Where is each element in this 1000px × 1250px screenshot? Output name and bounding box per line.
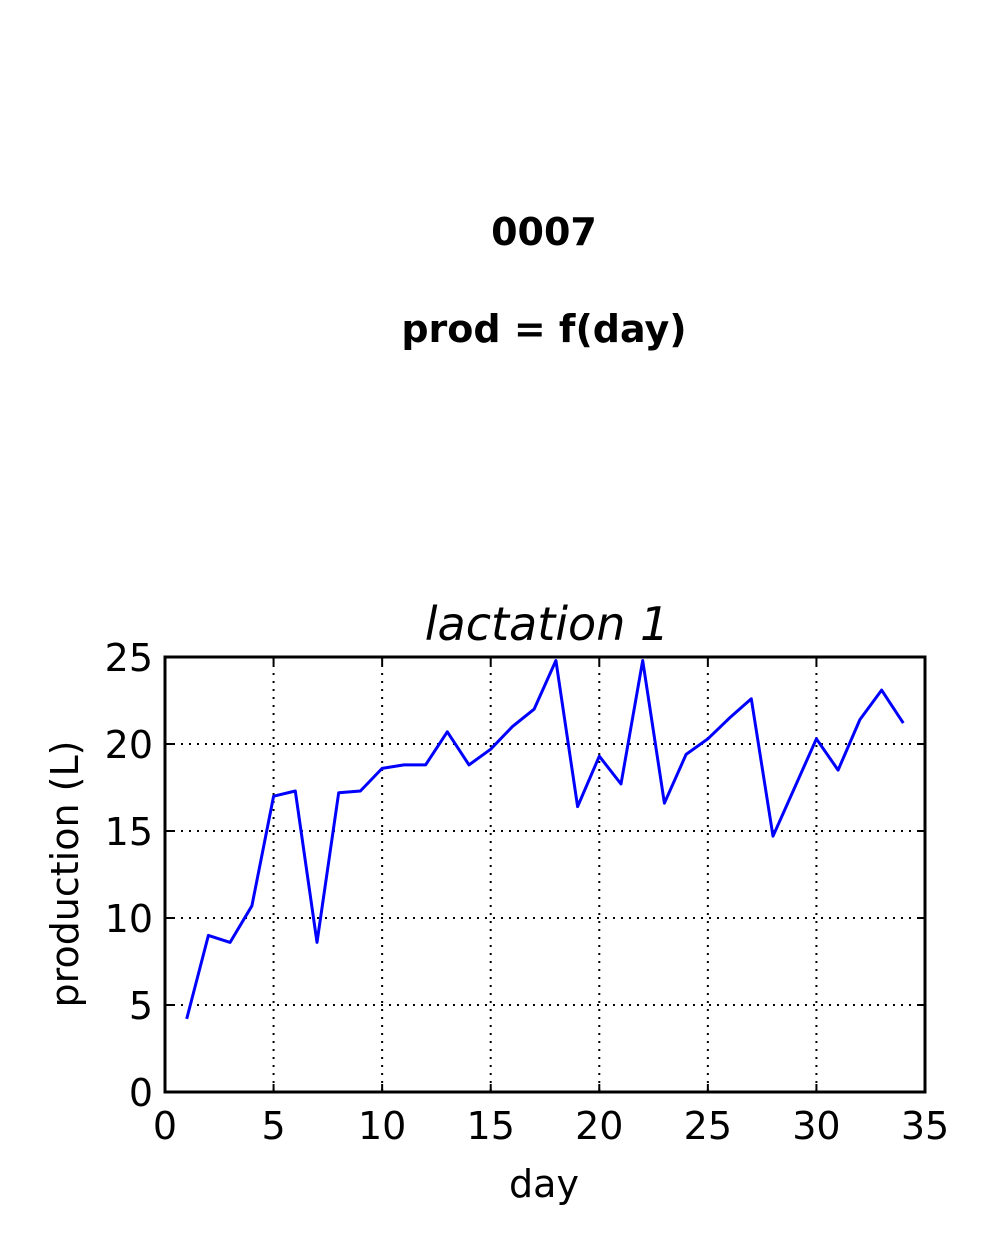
x-tick-label: 25 xyxy=(684,1104,732,1148)
y-tick-label: 5 xyxy=(129,984,153,1028)
y-tick-label: 0 xyxy=(129,1071,153,1115)
y-tick-label: 20 xyxy=(105,723,153,767)
x-tick-label: 15 xyxy=(467,1104,515,1148)
grid-lines xyxy=(165,657,925,1092)
x-tick-label: 20 xyxy=(575,1104,623,1148)
axis-ticks: 0 5 10 15 20 25 30 35 0 5 10 15 20 25 xyxy=(105,636,950,1148)
y-axis-label: production (L) xyxy=(43,741,87,1008)
x-tick-label: 35 xyxy=(901,1104,949,1148)
series-line xyxy=(185,659,905,1020)
chart-title: lactation 1 xyxy=(425,597,670,651)
y-tick-label: 25 xyxy=(105,636,153,680)
y-tick-label: 10 xyxy=(105,897,153,941)
x-tick-label: 5 xyxy=(261,1104,285,1148)
figure-id-title: 0007 xyxy=(491,210,597,254)
plot-frame xyxy=(163,655,927,1094)
series-layer xyxy=(185,659,905,1020)
x-tick-label: 10 xyxy=(358,1104,406,1148)
y-tick-label: 15 xyxy=(105,810,153,854)
x-tick-label: 30 xyxy=(792,1104,840,1148)
x-tick-label: 0 xyxy=(153,1104,177,1148)
x-axis-label: day xyxy=(509,1162,579,1206)
figure-formula-title: prod = f(day) xyxy=(401,307,687,351)
